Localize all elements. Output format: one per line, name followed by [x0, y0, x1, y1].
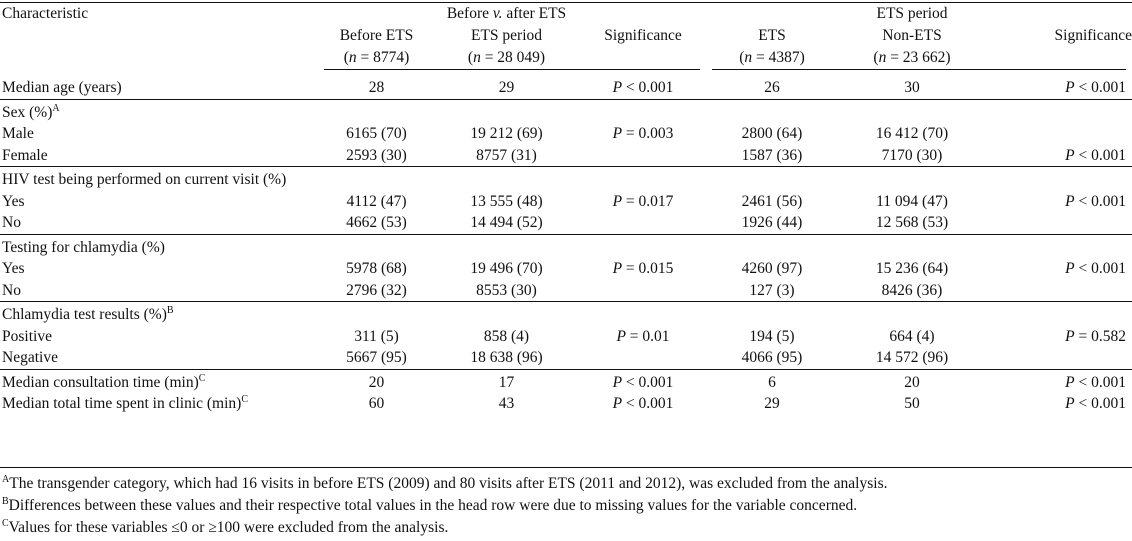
table-row: Testing for chlamydia (%) — [0, 233, 1132, 258]
table-row: No 2796 (32) 8553 (30) 127 (3) 8426 (36) — [2, 281, 943, 299]
table-row: Median total time spent in clinic (min)C… — [2, 393, 1126, 412]
table-row: Sex (%)A — [0, 98, 1132, 123]
header-characteristic: Characteristic — [2, 5, 89, 22]
table-row: Yes 5978 (68) 19 496 (70) P = 0.015 4260… — [2, 260, 1126, 277]
table-row: Positive 311 (5) 858 (4) P = 0.01 194 (5… — [2, 327, 1126, 345]
header-group-before-after: Before v. after ETS — [446, 5, 567, 22]
table-row: HIV test being performed on current visi… — [0, 166, 1132, 191]
table-row: Median consultation time (min)C 20 17 P … — [0, 368, 1132, 393]
group-rule-1 — [324, 69, 700, 70]
table-row: Median age (years) 28 29 P < 0.001 26 30… — [2, 79, 1126, 96]
header-n-before: (n = 8774) — [343, 49, 410, 66]
header-significance-2: Significance — [1054, 27, 1132, 44]
table-row: Yes 4112 (47) 13 555 (48) P = 0.017 2461… — [2, 192, 1126, 210]
footnote-c: CValues for these variables ≤0 or ≥100 w… — [2, 517, 449, 536]
table-row: Male 6165 (70) 19 212 (69) P = 0.003 280… — [2, 125, 949, 142]
header-group-ets-period: ETS period — [876, 5, 948, 22]
table-row: Chlamydia test results (%)B — [0, 301, 1132, 326]
header-ets: ETS — [758, 27, 786, 44]
header-n-non-ets: (n = 23 662) — [873, 49, 951, 66]
header-ets-period: ETS period — [470, 27, 543, 44]
footnote-b: BDifferences between these values and th… — [2, 495, 858, 514]
group-rule-2 — [712, 69, 1126, 70]
header-n-ets-period: (n = 28 049) — [467, 49, 546, 66]
header-n-ets: (n = 4387) — [739, 49, 805, 66]
header-significance-1: Significance — [604, 27, 682, 44]
footnotes: AThe transgender category, which had 16 … — [0, 467, 1132, 539]
header-before-ets: Before ETS — [339, 27, 414, 44]
header-non-ets: Non-ETS — [882, 27, 942, 44]
footnote-a: AThe transgender category, which had 16 … — [2, 473, 888, 492]
table-row: No 4662 (53) 14 494 (52) 1926 (44) 12 56… — [2, 214, 949, 231]
table-row: Female 2593 (30) 8757 (31) 1587 (36) 717… — [2, 146, 1126, 164]
top-rule — [0, 2, 1132, 3]
data-table: Characteristic Before v. after ETS ETS p… — [0, 3, 1132, 415]
table-row: Negative 5667 (95) 18 638 (96) 4066 (95)… — [2, 349, 949, 366]
